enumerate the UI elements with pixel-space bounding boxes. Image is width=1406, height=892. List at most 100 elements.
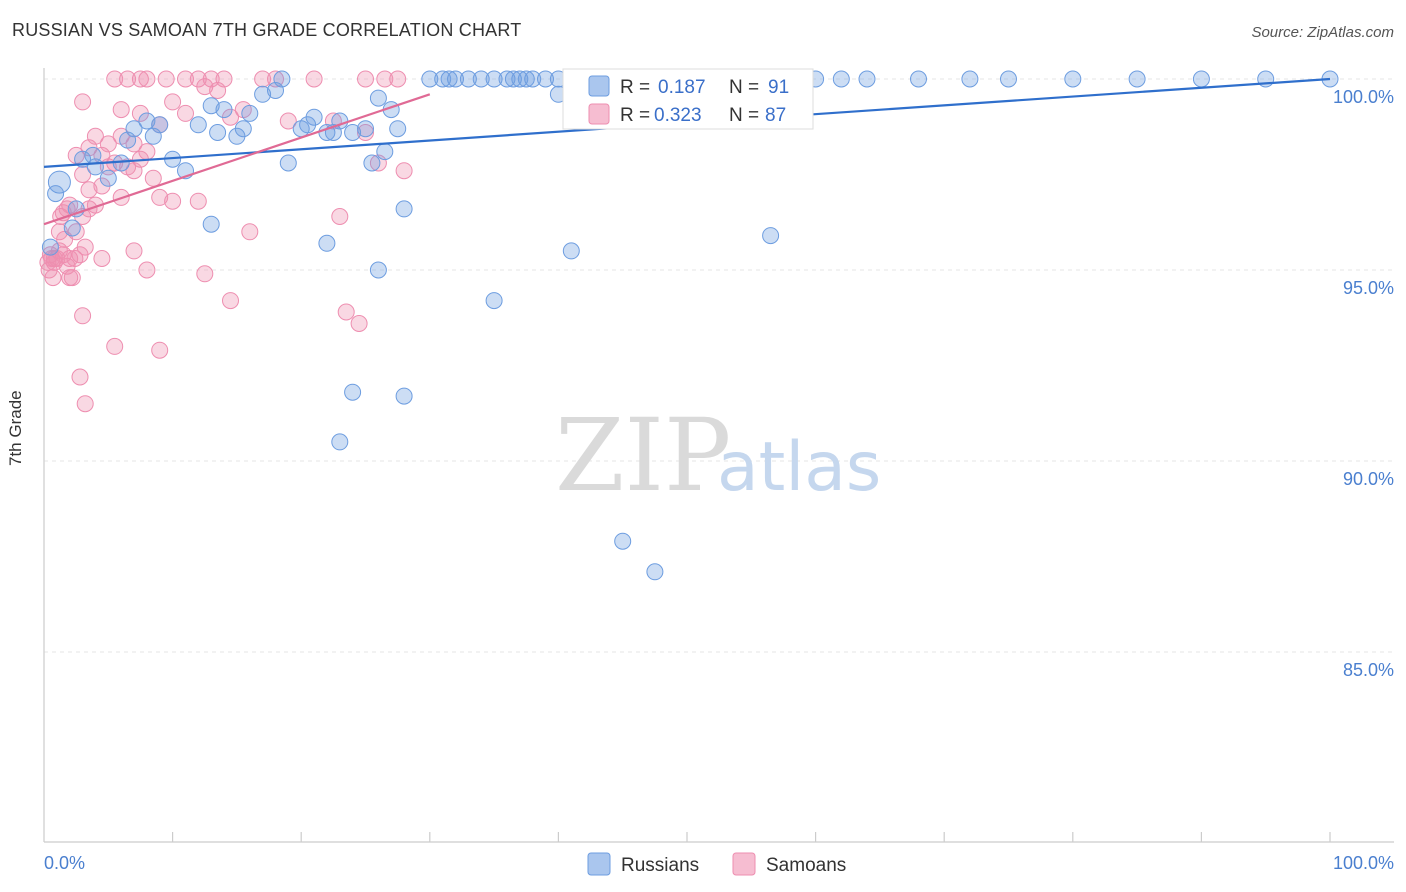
samoan-point (350, 315, 368, 332)
samoan-point (45, 253, 63, 271)
russian-point (498, 70, 516, 88)
chart-title: RUSSIAN VS SAMOAN 7TH GRADE CORRELATION … (12, 20, 522, 40)
watermark-atlas: atlas (717, 428, 881, 507)
russian-point (241, 104, 259, 122)
samoan-point (138, 70, 156, 88)
stats-legend: R = 0.187 N = 91 R = 0.323 N = 87 (562, 68, 814, 130)
russian-point (189, 116, 207, 134)
y-tick-labels: 85.0% 90.0% 95.0% 100.0% (1333, 87, 1394, 680)
samoan-point (357, 124, 374, 141)
samoans-swatch (588, 103, 610, 125)
samoan-point (357, 70, 374, 88)
samoan-point (241, 223, 259, 241)
y-tick-label: 100.0% (1333, 87, 1394, 107)
samoans-r-value: 0.323 (654, 105, 702, 126)
russian-point (459, 70, 477, 88)
russian-point (511, 70, 529, 88)
russian-point (485, 70, 503, 88)
russian-point (234, 120, 252, 138)
russian-point (369, 261, 387, 279)
russian-point (537, 70, 554, 88)
legend-samoans-swatch (732, 852, 756, 876)
russian-point (215, 101, 233, 119)
samoans-r-label: R = (620, 105, 650, 126)
samoans-trend-line (43, 93, 431, 226)
russian-point (504, 70, 522, 88)
samoan-point (125, 242, 143, 260)
russian-point (125, 120, 143, 138)
samoan-point (71, 368, 89, 386)
russian-point (47, 185, 65, 203)
russian-point (562, 242, 580, 260)
russian-point (646, 563, 664, 581)
russian-point (395, 200, 413, 218)
russian-point (1128, 70, 1146, 88)
x-tick-label-min: 0.0% (44, 853, 85, 873)
russian-point (357, 120, 374, 138)
russian-point (63, 219, 81, 237)
russian-point (151, 116, 169, 134)
samoan-point (254, 70, 272, 88)
samoan-point (61, 269, 79, 287)
source-label: Source: ZipAtlas.com (1251, 24, 1394, 41)
russian-point (202, 215, 220, 233)
samoan-point (376, 70, 394, 88)
russians-r-value: 0.187 (658, 77, 706, 98)
samoan-point (144, 169, 162, 187)
russian-point (395, 387, 413, 405)
watermark: ZIP atlas (555, 397, 881, 514)
russian-point (762, 227, 780, 245)
russians-swatch (588, 75, 610, 97)
russian-point (389, 120, 407, 138)
samoan-point (189, 192, 207, 210)
russians-n-label: N = (729, 77, 759, 98)
russian-point (279, 154, 297, 172)
samoan-point (331, 208, 349, 225)
samoan-point (177, 70, 194, 88)
russian-point (202, 97, 220, 115)
russians-r-label: R = (620, 77, 650, 98)
russian-point (440, 70, 458, 88)
samoans-n-value: 87 (765, 105, 786, 126)
russians-points (41, 70, 1339, 581)
russian-point (447, 70, 464, 88)
samoan-point (106, 337, 124, 355)
samoan-point (196, 265, 214, 283)
samoan-point (389, 70, 407, 88)
russian-point (318, 234, 336, 252)
russian-point (376, 143, 394, 161)
russians-n-value: 91 (768, 77, 789, 98)
samoans-n-label: N = (729, 105, 759, 126)
axes (43, 68, 1394, 843)
russian-point (485, 292, 503, 310)
russian-point (344, 124, 362, 141)
samoan-point (337, 303, 355, 321)
russian-point (47, 170, 71, 194)
samoan-point (138, 261, 156, 279)
y-tick-label: 95.0% (1343, 278, 1394, 298)
samoan-point (44, 269, 62, 287)
samoans-points (39, 70, 413, 413)
russian-point (1064, 70, 1082, 88)
russian-point (517, 70, 535, 88)
legend-samoans-label: Samoans (766, 855, 846, 876)
samoan-point (279, 112, 297, 130)
samoan-point (202, 70, 220, 88)
russian-point (614, 532, 632, 550)
x-ticks (172, 832, 1331, 842)
russian-point (138, 112, 156, 130)
samoan-point (138, 143, 156, 161)
russian-point (331, 433, 349, 451)
russian-point (363, 154, 381, 172)
legend-russians-label: Russians (621, 855, 699, 876)
russian-point (858, 70, 876, 88)
samoan-point (305, 70, 323, 88)
grid-lines (44, 78, 1394, 653)
samoan-point (93, 250, 111, 267)
samoan-point (164, 192, 182, 210)
samoan-point (151, 341, 169, 359)
russian-point (472, 70, 490, 88)
russian-point (84, 146, 102, 164)
russian-point (273, 70, 291, 88)
samoan-point (76, 395, 94, 413)
